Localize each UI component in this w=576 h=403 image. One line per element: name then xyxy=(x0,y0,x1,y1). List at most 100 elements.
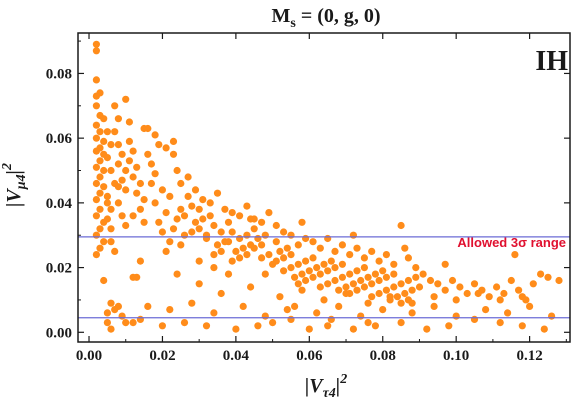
axis-ticks: 0.00 0.02 0.04 0.06 0.08 0.10 0.12 0.00 0.02 0.04… xyxy=(46,33,570,364)
data-point xyxy=(287,251,295,259)
data-point xyxy=(349,231,357,239)
data-point xyxy=(180,231,189,239)
data-point xyxy=(173,166,181,175)
data-point xyxy=(445,322,453,330)
data-point xyxy=(485,293,493,301)
data-point xyxy=(272,238,280,246)
y-tick-label: 0.00 xyxy=(46,325,72,341)
data-point xyxy=(493,283,501,291)
data-point xyxy=(529,280,537,288)
data-point xyxy=(390,270,398,278)
data-point xyxy=(298,286,306,294)
data-point xyxy=(404,276,412,285)
data-point xyxy=(342,289,350,298)
data-point xyxy=(107,225,115,233)
data-point xyxy=(177,205,185,213)
data-point xyxy=(247,283,255,291)
data-point xyxy=(162,144,170,152)
data-point xyxy=(195,280,203,288)
data-point xyxy=(401,244,409,252)
data-point xyxy=(456,283,464,291)
data-point xyxy=(280,267,288,275)
data-point xyxy=(313,264,321,272)
data-point xyxy=(228,257,236,265)
data-point xyxy=(210,264,218,272)
data-point xyxy=(302,257,310,265)
data-point xyxy=(368,293,376,301)
data-point xyxy=(305,267,313,275)
data-point xyxy=(470,280,479,288)
data-point xyxy=(298,270,306,278)
data-point xyxy=(114,141,122,149)
x-tick-label: 0.02 xyxy=(149,348,175,364)
data-point xyxy=(540,325,548,333)
data-point xyxy=(272,221,280,230)
data-point xyxy=(507,276,515,285)
data-point xyxy=(133,189,141,197)
data-point xyxy=(504,309,512,317)
data-point xyxy=(423,325,431,333)
data-point xyxy=(92,163,100,171)
data-point xyxy=(92,40,100,48)
data-point xyxy=(236,234,244,243)
data-point xyxy=(470,315,479,323)
data-point xyxy=(412,264,420,272)
x-tick-label: 0.10 xyxy=(443,348,469,364)
data-point xyxy=(107,205,115,213)
data-point xyxy=(397,221,405,230)
data-point xyxy=(250,244,258,252)
data-point xyxy=(169,225,178,233)
data-point xyxy=(500,289,508,298)
data-point xyxy=(224,238,233,246)
data-point xyxy=(258,254,266,262)
y-tick-label: 0.02 xyxy=(46,261,72,277)
data-point xyxy=(324,234,332,243)
data-point xyxy=(92,231,100,239)
data-point xyxy=(342,283,350,291)
data-point xyxy=(408,299,416,307)
data-point xyxy=(188,228,196,236)
data-point xyxy=(195,257,203,265)
data-point xyxy=(258,241,266,249)
data-point xyxy=(169,137,178,145)
data-point xyxy=(283,244,291,252)
data-point xyxy=(166,238,174,246)
data-point xyxy=(136,205,144,213)
band-label: Allowed 3σ range xyxy=(457,235,566,250)
data-point xyxy=(338,273,346,281)
data-point xyxy=(364,273,372,281)
data-point xyxy=(375,276,383,285)
data-point xyxy=(92,212,100,220)
data-point xyxy=(327,257,335,265)
data-point xyxy=(114,302,122,310)
data-point xyxy=(272,257,280,265)
data-point xyxy=(107,325,115,333)
data-point xyxy=(397,280,405,288)
x-tick-label: 0.06 xyxy=(296,348,323,364)
data-point xyxy=(452,312,460,320)
data-point xyxy=(147,179,155,188)
data-point xyxy=(426,276,435,285)
data-point xyxy=(166,192,174,200)
data-point xyxy=(291,302,299,310)
x-tick-label: 0.12 xyxy=(516,348,542,364)
data-point xyxy=(448,276,457,285)
data-point xyxy=(188,202,196,210)
data-point xyxy=(100,115,108,123)
data-point xyxy=(125,137,133,145)
data-point xyxy=(261,270,269,278)
data-point xyxy=(316,244,324,252)
data-point xyxy=(511,251,519,259)
data-point xyxy=(92,134,100,142)
data-point xyxy=(390,283,398,291)
data-point xyxy=(331,264,339,272)
data-point xyxy=(92,179,100,188)
data-point xyxy=(360,264,368,272)
data-point xyxy=(379,306,387,314)
plot-frame xyxy=(77,32,571,343)
data-point xyxy=(261,231,269,239)
data-point xyxy=(206,199,214,207)
data-point xyxy=(408,309,416,317)
data-point xyxy=(265,251,273,259)
data-point xyxy=(390,260,398,268)
